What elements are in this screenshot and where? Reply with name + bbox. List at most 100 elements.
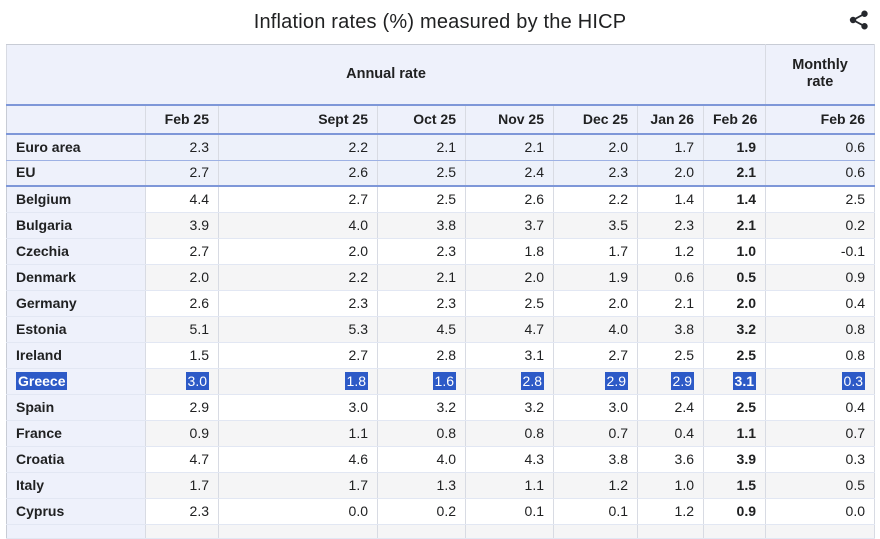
annual-value-cell: 2.0 — [553, 134, 638, 161]
table-row: Croatia 4.7 4.6 4.0 4.3 3.8 3.6 3.9 0.3 — [6, 446, 876, 473]
share-icon — [848, 9, 872, 31]
annual-value-cell: 3.9 — [145, 212, 219, 239]
annual-value-cell: 0.7 — [553, 420, 638, 447]
annual-value-cell: 0.1 — [553, 498, 638, 525]
annual-value-cell: 2.3 — [377, 238, 466, 265]
monthly-value-cell: 0.7 — [765, 420, 876, 447]
annual-value-cell: 1.6 — [377, 368, 466, 395]
annual-value-cell: 3.7 — [465, 212, 554, 239]
monthly-value-cell: 0.2 — [765, 212, 876, 239]
share-button[interactable] — [848, 8, 872, 32]
monthly-value-cell: 0.6 — [765, 160, 876, 187]
annual-value-cell: 2.6 — [218, 160, 378, 187]
annual-value-cell: 2.1 — [637, 290, 704, 317]
annual-value-cell: 2.1 — [702, 160, 767, 187]
annual-value-cell: 1.1 — [702, 420, 767, 447]
annual-value-cell: 2.5 — [377, 160, 466, 187]
month-header-2: Sept 25 — [218, 105, 378, 135]
table-row: EU 2.7 2.6 2.5 2.4 2.3 2.0 2.1 0.6 — [6, 160, 876, 187]
annual-value-cell: 2.7 — [218, 186, 378, 213]
row-header-cell: Bulgaria — [6, 212, 146, 239]
annual-value-cell: 5.1 — [145, 316, 219, 343]
row-header-cell: Germany — [6, 290, 146, 317]
annual-value-cell: 3.0 — [145, 368, 219, 395]
annual-value-cell: 4.7 — [145, 446, 219, 473]
monthly-value-cell: 0.3 — [765, 368, 876, 395]
blank-corner-cell — [6, 105, 146, 135]
annual-value-cell: 3.2 — [465, 394, 554, 421]
annual-value-cell: 2.3 — [377, 290, 466, 317]
annual-value-cell: 0.2 — [377, 498, 466, 525]
annual-value-cell: 3.2 — [702, 316, 767, 343]
monthly-value-cell: 0.8 — [765, 316, 876, 343]
annual-value-cell: 2.3 — [218, 290, 378, 317]
annual-value-cell: 2.0 — [218, 238, 378, 265]
table-row: France 0.9 1.1 0.8 0.8 0.7 0.4 1.1 0.7 — [6, 420, 876, 447]
annual-value-cell: 1.7 — [553, 238, 638, 265]
annual-value-cell — [218, 524, 378, 539]
annual-value-cell: 0.9 — [145, 420, 219, 447]
annual-value-cell: 2.7 — [145, 238, 219, 265]
month-header-3: Oct 25 — [377, 105, 466, 135]
table-row: Denmark 2.0 2.2 2.1 2.0 1.9 0.6 0.5 0.9 — [6, 264, 876, 291]
annual-value-cell: 1.5 — [145, 342, 219, 369]
annual-value-cell: 0.5 — [702, 264, 767, 291]
group-header-row: Annual rate Monthly rate — [5, 44, 876, 106]
annual-value-cell: 3.8 — [637, 316, 704, 343]
monthly-value-cell: 0.0 — [765, 498, 876, 525]
annual-value-cell: 2.2 — [218, 264, 378, 291]
row-header-cell — [6, 524, 146, 539]
annual-value-cell: 2.3 — [637, 212, 704, 239]
annual-value-cell: 2.3 — [145, 134, 219, 161]
row-header-cell: Italy — [6, 472, 146, 499]
annual-value-cell: 4.6 — [218, 446, 378, 473]
table-row: Spain 2.9 3.0 3.2 3.2 3.0 2.4 2.5 0.4 — [6, 394, 876, 421]
table-body: Euro area 2.3 2.2 2.1 2.1 2.0 1.7 1.9 0.6 EU 2.7 2.… — [6, 134, 876, 539]
annual-value-cell: 3.1 — [702, 368, 767, 395]
annual-value-cell: 4.4 — [145, 186, 219, 213]
row-header-cell: France — [6, 420, 146, 447]
annual-value-cell: 1.3 — [377, 472, 466, 499]
table-row: Bulgaria 3.9 4.0 3.8 3.7 3.5 2.3 2.1 0.2 — [6, 212, 876, 239]
annual-value-cell: 1.9 — [553, 264, 638, 291]
row-header-cell: Cyprus — [6, 498, 146, 525]
table-row: Greece 3.0 1.8 1.6 2.8 2.9 2.9 3.1 0.3 — [6, 368, 876, 395]
annual-value-cell: 3.8 — [553, 446, 638, 473]
annual-value-cell — [702, 524, 767, 539]
row-header-cell: Czechia — [6, 238, 146, 265]
month-header-1: Feb 25 — [145, 105, 219, 135]
annual-value-cell: 3.6 — [637, 446, 704, 473]
monthly-value-cell: 0.9 — [765, 264, 876, 291]
row-header-cell: Estonia — [6, 316, 146, 343]
month-header-4: Nov 25 — [465, 105, 554, 135]
annual-value-cell: 2.1 — [377, 134, 466, 161]
annual-value-cell: 3.9 — [702, 446, 767, 473]
annual-value-cell: 3.0 — [553, 394, 638, 421]
table-row: Italy 1.7 1.7 1.3 1.1 1.2 1.0 1.5 0.5 — [6, 472, 876, 499]
row-header-cell: Greece — [6, 368, 146, 395]
annual-value-cell: 2.7 — [218, 342, 378, 369]
monthly-month-header: Feb 26 — [765, 105, 876, 135]
annual-value-cell: 2.6 — [145, 290, 219, 317]
monthly-value-cell: 0.3 — [765, 446, 876, 473]
monthly-value-cell — [765, 524, 876, 539]
annual-value-cell: 2.1 — [377, 264, 466, 291]
annual-value-cell: 2.5 — [377, 186, 466, 213]
annual-value-cell — [637, 524, 704, 539]
annual-value-cell: 2.2 — [218, 134, 378, 161]
annual-value-cell: 3.1 — [465, 342, 554, 369]
month-header-7: Feb 26 — [702, 105, 767, 135]
row-header-cell: Spain — [6, 394, 146, 421]
annual-value-cell: 0.9 — [702, 498, 767, 525]
annual-value-cell: 2.9 — [553, 368, 638, 395]
annual-rate-header: Annual rate — [5, 44, 767, 106]
annual-value-cell: 4.0 — [553, 316, 638, 343]
annual-value-cell: 1.2 — [637, 238, 704, 265]
row-header-cell: Euro area — [6, 134, 146, 161]
annual-value-cell: 2.4 — [637, 394, 704, 421]
annual-value-cell — [465, 524, 554, 539]
table-row: Czechia 2.7 2.0 2.3 1.8 1.7 1.2 1.0 -0.1 — [6, 238, 876, 265]
annual-value-cell: 2.1 — [702, 212, 767, 239]
row-header-cell: Denmark — [6, 264, 146, 291]
annual-value-cell: 1.2 — [637, 498, 704, 525]
